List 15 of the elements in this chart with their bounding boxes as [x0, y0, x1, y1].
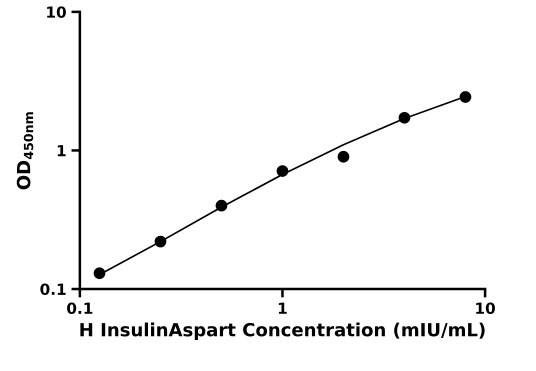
y-tick-label: 1: [58, 145, 66, 156]
x-tick-label: 1: [278, 302, 287, 314]
point: [276, 165, 288, 177]
y-tick-label: 0.1: [40, 283, 66, 296]
y-tick-label: 10: [47, 6, 66, 18]
point: [154, 236, 166, 248]
x-axis-title: H InsulinAspart Concentration (mIU/mL): [80, 322, 485, 340]
point: [398, 112, 410, 124]
x-tick-label: 0.1: [67, 302, 92, 314]
y-axis-title: OD$_{450nm}$: [16, 112, 34, 190]
point: [460, 91, 472, 103]
point: [338, 150, 350, 163]
point: [94, 267, 106, 280]
point: [216, 200, 228, 212]
x-tick-label: 10: [476, 302, 495, 314]
